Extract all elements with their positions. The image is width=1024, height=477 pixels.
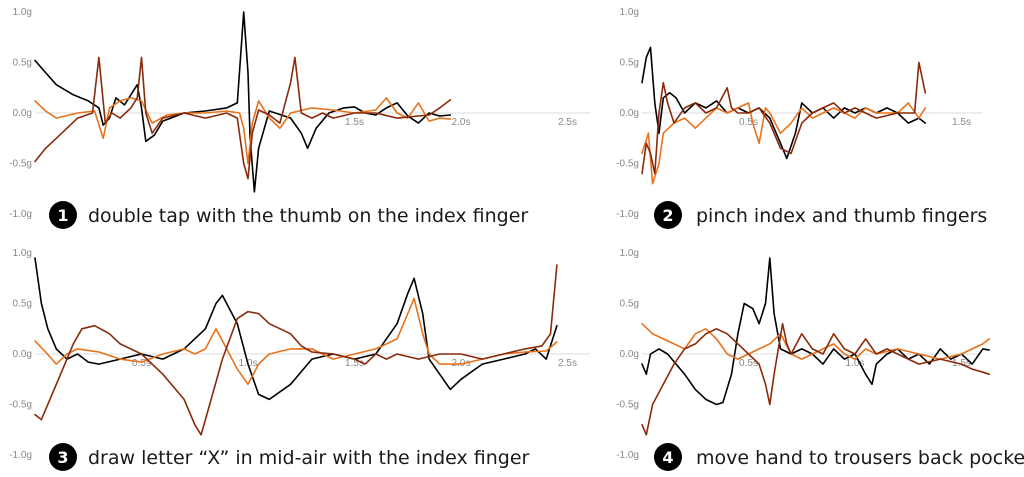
x-tick-label: 0.5s	[132, 358, 151, 369]
x-tick-label: 0.5s	[739, 117, 758, 128]
step-number-badge	[654, 443, 682, 471]
gesture-caption: double tap with the thumb on the index f…	[88, 205, 528, 227]
y-tick-label: 0.0g	[13, 108, 32, 119]
y-tick-label: 0.0g	[13, 349, 32, 360]
y-tick-label: -1.0g	[616, 450, 639, 461]
x-tick-label: 1.5s	[345, 358, 364, 369]
y-tick-label: 1.0g	[620, 7, 639, 18]
gesture-panel-1: 1.0g 0.5g 0.0g -0.5g -1.0g 1.5s 2.0s 2.5s 1 doubl…	[9, 7, 590, 229]
accel-y-series-line	[34, 97, 452, 165]
gesture-caption: pinch index and thumb fingers	[696, 205, 987, 227]
x-tick-label: 0.5s	[739, 358, 758, 369]
y-tick-label: -0.5g	[616, 159, 639, 170]
accel-x-series-line	[34, 11, 452, 193]
x-tick-label: 1.5s	[952, 117, 971, 128]
y-tick-label: 1.0g	[620, 248, 639, 259]
x-tick-label: 2.0s	[452, 117, 471, 128]
accel-x-series-line	[34, 257, 558, 401]
accel-y-series-line	[641, 102, 927, 185]
step-number: 4	[662, 448, 673, 467]
accel-x-series-line	[641, 257, 990, 406]
x-tick-label: 2.5s	[558, 358, 577, 369]
y-tick-label: 0.5g	[13, 299, 32, 310]
y-tick-label: -1.0g	[9, 209, 32, 220]
accel-y-series-line	[641, 322, 990, 360]
accel-z-series-line	[34, 56, 452, 180]
accel-z-series-line	[34, 264, 558, 436]
y-tick-label: 1.0g	[13, 248, 32, 259]
x-tick-label: 1.5s	[345, 117, 364, 128]
y-tick-label: -1.0g	[616, 209, 639, 220]
y-tick-label: -0.5g	[616, 400, 639, 411]
x-tick-label: 2.5s	[558, 117, 577, 128]
step-number-badge	[49, 201, 77, 229]
y-tick-label: -0.5g	[9, 400, 32, 411]
y-tick-label: -0.5g	[9, 159, 32, 170]
y-tick-label: -1.0g	[9, 450, 32, 461]
y-tick-label: 0.5g	[620, 299, 639, 310]
y-tick-label: 1.0g	[13, 7, 32, 18]
y-tick-label: 0.5g	[13, 58, 32, 69]
step-number: 3	[57, 448, 68, 467]
y-tick-label: 0.5g	[620, 58, 639, 69]
y-tick-label: 0.0g	[620, 349, 639, 360]
accel-z-series-line	[641, 61, 927, 175]
step-number: 1	[57, 206, 68, 225]
gesture-caption: draw letter “X” in mid-air with the inde…	[88, 447, 530, 469]
x-tick-label: 1.0s	[846, 358, 865, 369]
gesture-panel-3: 1.0g0.5g0.0g-0.5g-1.0g0.5s 1.0s 1.5s 2.0s 2.…	[9, 248, 590, 471]
step-number: 2	[662, 206, 673, 225]
gesture-panel-4: 1.0g0.5g0.0g-0.5g-1.0g0.5s 1.0s 1.5s4 move …	[616, 248, 1024, 471]
step-number-badge	[654, 201, 682, 229]
y-tick-label: 0.0g	[620, 108, 639, 119]
gesture-caption: move hand to trousers back pocket	[696, 447, 1024, 469]
gesture-panel-2: 1.0g 0.5g 0.0g -0.5g -1.0g 0.5s 1.5s 2 pinch ind…	[616, 7, 987, 229]
accel-z-series-line	[641, 322, 990, 436]
accel-x-series-line	[641, 46, 927, 160]
step-number-badge	[49, 443, 77, 471]
accel-y-series-line	[34, 297, 558, 386]
